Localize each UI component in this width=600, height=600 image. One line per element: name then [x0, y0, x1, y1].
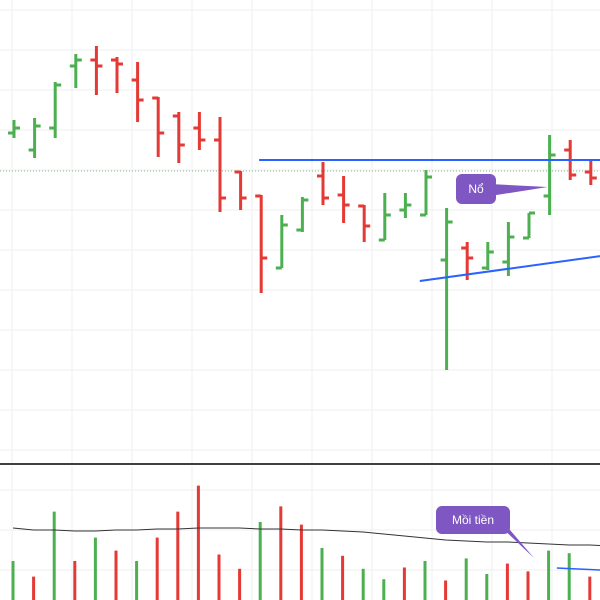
price-annotations: Nổ: [456, 174, 548, 204]
ohlc-bar: [214, 117, 226, 212]
annotation-moi-tien: Mồi tiền: [436, 506, 534, 558]
ohlc-bar: [49, 82, 62, 138]
ohlc-bar: [440, 208, 453, 370]
price-grid: [0, 0, 600, 463]
trend-lines: [259, 159, 600, 282]
callout-box: [436, 506, 510, 534]
ohlc-bar: [543, 135, 556, 215]
callout-text: Nổ: [468, 182, 484, 196]
callout-pointer: [500, 526, 534, 558]
ohlc-bar: [584, 160, 597, 185]
ohlc-bar: [420, 170, 432, 217]
volume-line: [556, 567, 600, 571]
ohlc-bar: [28, 118, 41, 158]
ohlc-bar: [111, 57, 123, 93]
trend-line: [419, 255, 600, 282]
ohlc-bar: [378, 193, 391, 242]
ohlc-bar: [502, 222, 515, 276]
ohlc-bar: [234, 170, 247, 210]
ohlc-bar: [317, 162, 329, 205]
callout-pointer: [490, 184, 548, 196]
ohlc-bar: [193, 112, 206, 150]
volume-average-line: [12, 527, 600, 546]
volume-bars: [11, 485, 592, 600]
ohlc-bar: [337, 176, 350, 223]
ohlc-bar: [90, 46, 103, 95]
ohlc-bar: [152, 96, 165, 157]
volume-lines: [556, 567, 600, 571]
ohlc-bar: [399, 193, 412, 218]
volume-pane: Mồi tiền: [0, 466, 600, 600]
price-pane: Nổ: [0, 0, 600, 463]
ohlc-bar: [8, 120, 20, 138]
price-bars: [8, 46, 597, 370]
callout-text: Mồi tiền: [452, 513, 494, 527]
volume-annotations: Mồi tiền: [436, 506, 534, 558]
ohlc-bar: [296, 197, 309, 232]
ohlc-bar: [358, 204, 371, 242]
ohlc-bar: [69, 54, 82, 88]
ohlc-bar: [255, 194, 268, 293]
ohlc-bar: [131, 62, 144, 122]
ohlc-bar: [275, 215, 288, 270]
annotation-no: Nổ: [456, 174, 548, 204]
ohlc-bar: [172, 112, 185, 163]
ohlc-bar: [523, 211, 535, 240]
callout-box: [456, 174, 496, 204]
ohlc-bar: [481, 242, 494, 270]
